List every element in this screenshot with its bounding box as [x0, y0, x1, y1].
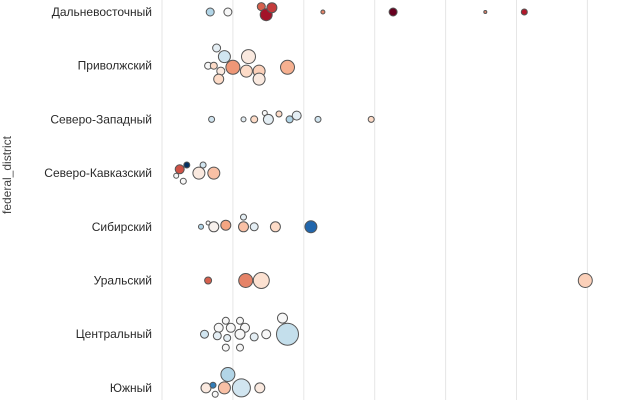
bubble-3-5[interactable]	[179, 177, 187, 185]
bubble-4-3[interactable]	[220, 219, 232, 231]
bubble-6-7[interactable]	[223, 334, 232, 342]
bubble-1-11[interactable]	[280, 59, 295, 75]
bubble-7-3[interactable]	[211, 390, 219, 398]
bubble-4-0[interactable]	[198, 223, 204, 230]
series-0	[205, 2, 528, 22]
bubble-3-3[interactable]	[192, 166, 206, 180]
category-label-3: Северо-Кавказский	[44, 166, 152, 180]
category-label-2: Северо-Западный	[50, 112, 152, 126]
bubble-7-6[interactable]	[254, 382, 266, 394]
bubble-0-7[interactable]	[483, 10, 488, 14]
bubble-2-6[interactable]	[285, 115, 294, 124]
bubble-5-0[interactable]	[204, 276, 213, 285]
bubble-1-8[interactable]	[241, 49, 256, 65]
bubble-5-3[interactable]	[577, 273, 593, 288]
category-label-1: Приволжский	[78, 59, 152, 73]
bubble-1-6[interactable]	[225, 59, 241, 75]
category-label-7: Южный	[110, 381, 152, 395]
bubble-0-6[interactable]	[388, 7, 398, 17]
bubble-2-9[interactable]	[367, 115, 375, 123]
bubble-2-4[interactable]	[262, 113, 274, 125]
bubble-6-14[interactable]	[276, 322, 299, 346]
bubble-4-6[interactable]	[249, 222, 259, 232]
bubble-6-13[interactable]	[277, 312, 288, 324]
bubble-0-0[interactable]	[205, 7, 215, 17]
bubble-3-2[interactable]	[199, 161, 207, 169]
bubble-6-3[interactable]	[225, 322, 236, 333]
series-1	[204, 43, 295, 86]
bubble-layer	[173, 2, 593, 398]
bubble-4-7[interactable]	[269, 221, 281, 233]
bubble-4-8[interactable]	[304, 220, 318, 234]
bubble-6-9[interactable]	[249, 332, 259, 342]
bubble-0-8[interactable]	[520, 8, 528, 16]
bubble-6-2[interactable]	[213, 322, 224, 333]
bubble-3-1[interactable]	[183, 161, 191, 169]
bubble-2-8[interactable]	[314, 115, 322, 123]
bubble-6-10[interactable]	[261, 329, 272, 340]
series-5	[204, 272, 593, 289]
bubble-6-12[interactable]	[236, 343, 244, 352]
bubble-0-4[interactable]	[266, 2, 278, 14]
bubble-1-10[interactable]	[252, 72, 266, 86]
bubble-6-5[interactable]	[200, 329, 209, 339]
bubble-6-6[interactable]	[212, 331, 222, 341]
category-label-5: Уральский	[94, 274, 152, 288]
bubble-3-0[interactable]	[174, 164, 185, 175]
category-label-0: Дальневосточный	[52, 5, 152, 19]
bubble-7-5[interactable]	[231, 378, 251, 398]
bubble-2-1[interactable]	[240, 116, 247, 123]
bubble-4-4[interactable]	[240, 213, 247, 221]
bubble-1-3[interactable]	[209, 61, 218, 70]
bubble-6-1[interactable]	[236, 316, 244, 325]
series-7	[200, 367, 266, 398]
bubble-0-1[interactable]	[223, 7, 233, 17]
bubble-1-5[interactable]	[213, 73, 225, 85]
series-6	[200, 312, 299, 352]
bubble-2-2[interactable]	[250, 115, 259, 124]
bubble-2-0[interactable]	[208, 115, 216, 123]
bubble-7-2[interactable]	[209, 381, 217, 389]
bubble-6-11[interactable]	[221, 343, 230, 352]
series-4	[198, 213, 318, 234]
bubble-1-1[interactable]	[217, 50, 231, 64]
bubble-6-8[interactable]	[234, 328, 246, 340]
bubble-1-0[interactable]	[212, 43, 222, 53]
series-2	[208, 110, 375, 125]
category-labels: Дальневосточный Приволжский Северо-Западны…	[44, 5, 152, 395]
bubble-4-5[interactable]	[238, 221, 249, 233]
bubble-6-0[interactable]	[221, 316, 230, 325]
bubble-7-0[interactable]	[220, 367, 236, 382]
bubble-3-4[interactable]	[207, 166, 221, 180]
y-axis-title: federal_district	[0, 135, 14, 214]
bubble-0-5[interactable]	[320, 9, 326, 15]
bubble-5-1[interactable]	[238, 273, 254, 288]
bubble-2-5[interactable]	[275, 110, 283, 118]
bubble-7-4[interactable]	[217, 381, 231, 395]
bubble-5-2[interactable]	[252, 272, 270, 289]
bubble-2-7[interactable]	[291, 110, 302, 121]
series-3	[173, 161, 221, 185]
category-label-6: Центральный	[76, 327, 152, 341]
bubble-1-7[interactable]	[239, 64, 253, 78]
bubble-7-1[interactable]	[200, 382, 212, 394]
category-label-4: Сибирский	[92, 220, 152, 234]
bubble-4-2[interactable]	[208, 221, 220, 233]
bubble-3-6[interactable]	[173, 172, 180, 179]
